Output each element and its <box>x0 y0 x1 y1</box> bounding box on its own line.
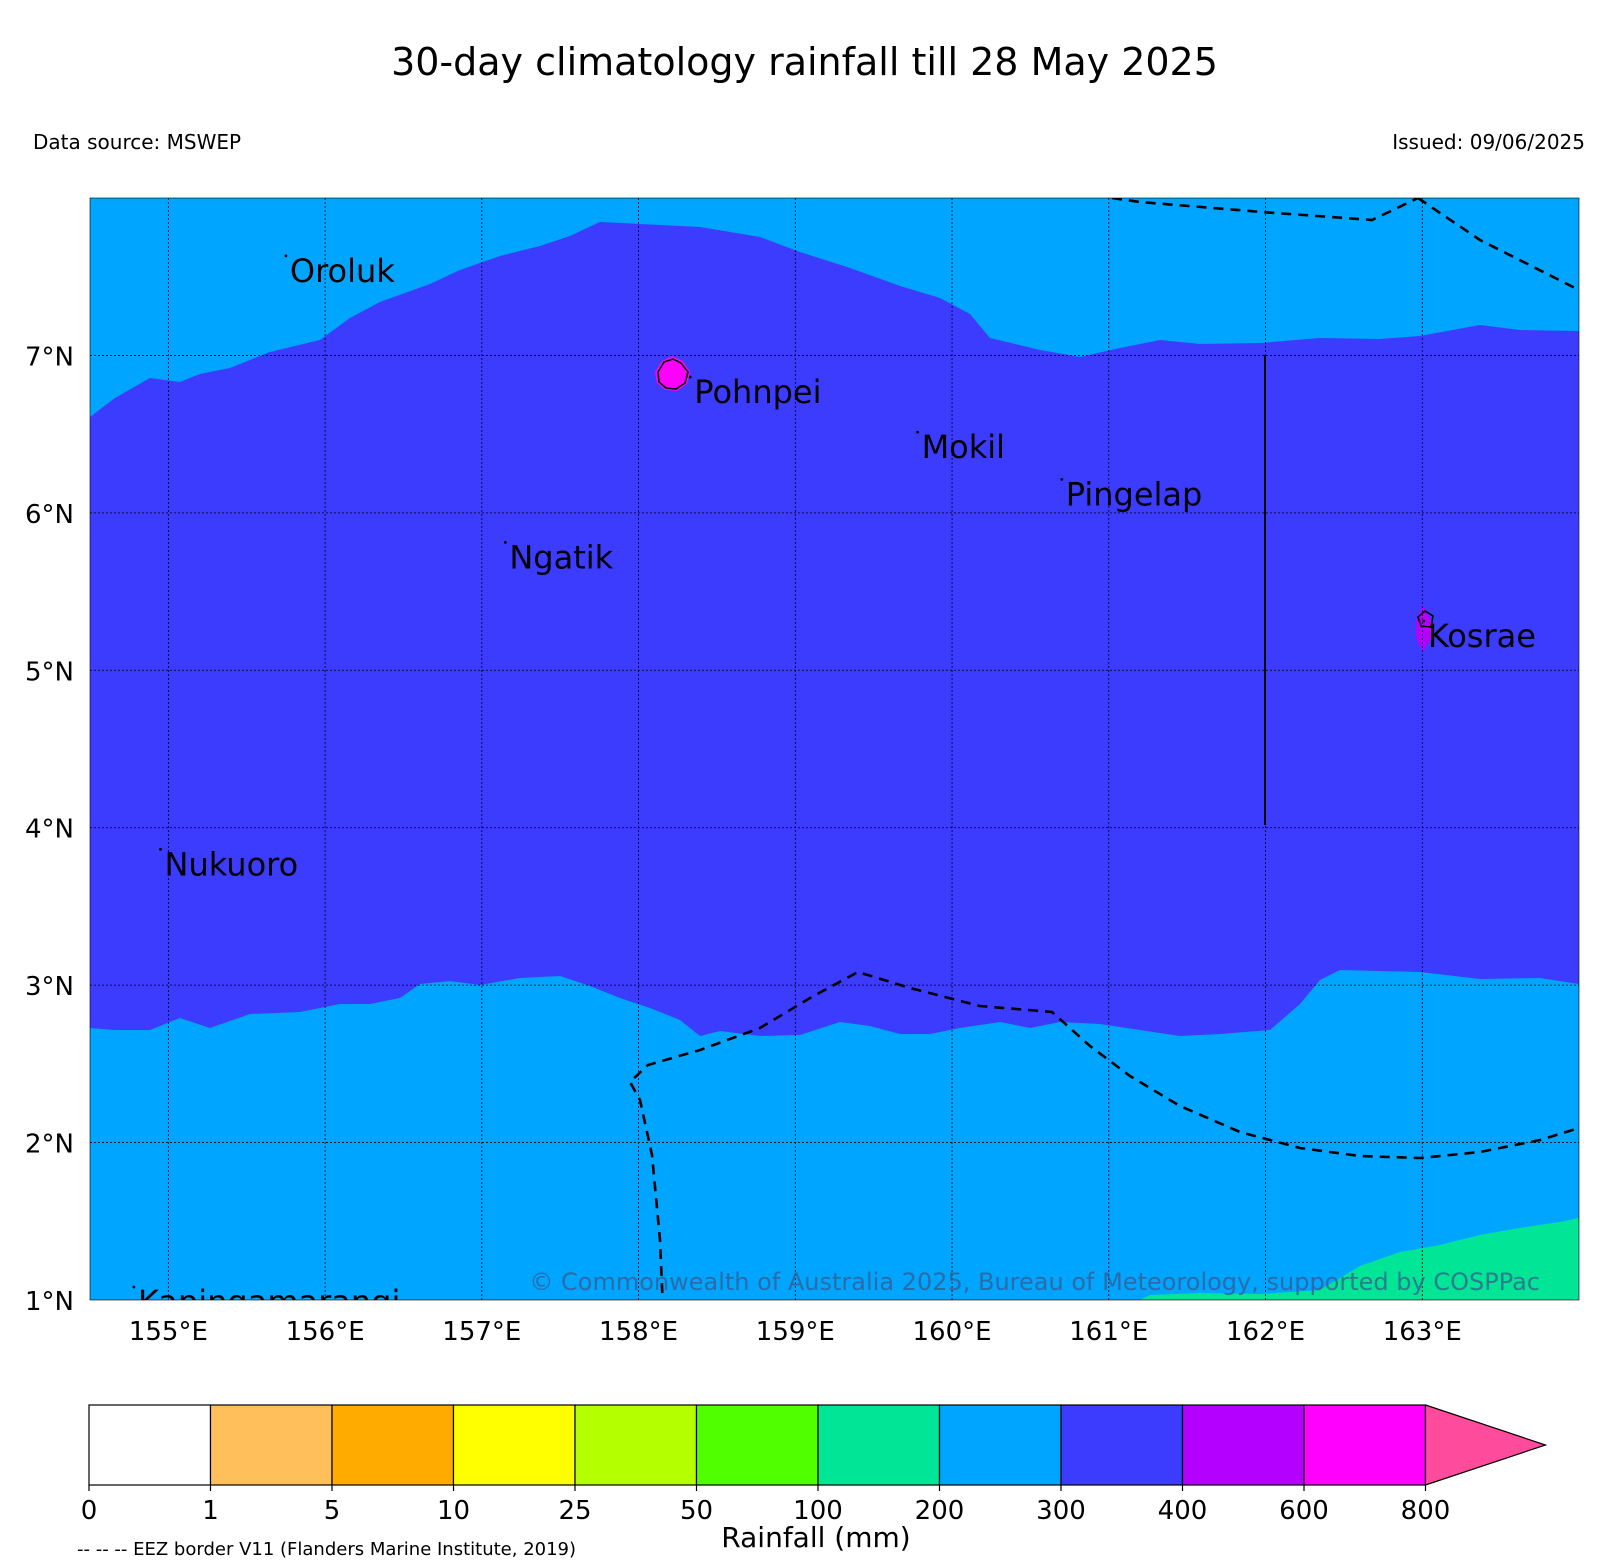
colorbar-tick-label: 200 <box>915 1496 965 1526</box>
colorbar-tick-label: 300 <box>1036 1496 1086 1526</box>
colorbar-segment <box>1181 1404 1305 1486</box>
eez-borders <box>628 198 1579 1300</box>
colorbar-segment <box>1060 1404 1184 1486</box>
latitude-tick-label: 6°N <box>25 500 74 530</box>
longitude-tick-label: 159°E <box>756 1317 835 1347</box>
colorbar-tick-label: 400 <box>1158 1496 1208 1526</box>
latitude-tick-label: 7°N <box>25 342 74 372</box>
colorbar-segment <box>452 1404 576 1486</box>
rainfall-hotspot-pohnpei <box>655 356 690 391</box>
place-label: Oroluk <box>290 252 395 290</box>
place-marker <box>132 1285 136 1289</box>
place-marker <box>503 540 507 544</box>
colorbar-extend-arrow <box>1424 1404 1548 1486</box>
eez-border-south <box>628 970 1579 1300</box>
longitude-tick-label: 160°E <box>913 1317 992 1347</box>
latitude-tick-label: 3°N <box>25 972 74 1002</box>
map-area: Oroluk Pohnpei Mokil Pingelap Ngatik Kosrae Nu… <box>90 198 1579 1321</box>
place-marker <box>1060 477 1064 481</box>
colorbar-tick-label: 50 <box>680 1496 713 1526</box>
colorbar-segment <box>817 1404 941 1486</box>
longitude-labels: 155°E 156°E 157°E 158°E 159°E 160°E 161°E 162°E… <box>129 1317 1462 1347</box>
longitude-tick-label: 155°E <box>129 1317 208 1347</box>
colorbar-tick-label: 600 <box>1279 1496 1329 1526</box>
latitude-labels: 1°N 2°N 3°N 4°N 5°N 6°N 7°N <box>25 342 74 1317</box>
colorbar-tick-label: 1 <box>202 1496 219 1526</box>
rainfall-band-300-400 <box>90 222 1579 1036</box>
pohnpei-outline <box>657 358 689 390</box>
place-label: Pohnpei <box>694 373 821 411</box>
place-marker <box>916 430 919 434</box>
longitude-tick-label: 156°E <box>286 1317 365 1347</box>
rainfall-band-100-200 <box>1140 1218 1579 1300</box>
colorbar-segment <box>695 1404 819 1486</box>
latitude-tick-label: 1°N <box>25 1287 74 1317</box>
colorbar-segment <box>331 1404 455 1486</box>
map-frame <box>89 197 1580 1301</box>
place-label: Pingelap <box>1066 475 1203 513</box>
kosrae-outline <box>1417 610 1434 628</box>
colorbar-segment <box>938 1404 1062 1486</box>
longitude-tick-label: 162°E <box>1226 1317 1305 1347</box>
place-marker <box>284 254 288 258</box>
colorbar-tick-label: 25 <box>558 1496 591 1526</box>
place-label: Nukuoro <box>165 845 299 883</box>
eez-border-north <box>1111 198 1419 222</box>
colorbar-segment <box>1303 1404 1427 1486</box>
latitude-tick-label: 5°N <box>25 657 74 687</box>
place-marker <box>159 847 162 851</box>
place-label: Mokil <box>922 428 1006 466</box>
latitude-tick-label: 4°N <box>25 815 74 845</box>
colorbar-label: Rainfall (mm) <box>721 1521 910 1554</box>
place-label: Kosrae <box>1428 617 1536 655</box>
latitude-tick-label: 2°N <box>25 1130 74 1160</box>
place-label: Ngatik <box>509 538 613 576</box>
longitude-tick-label: 157°E <box>442 1317 521 1347</box>
issued-date-label: Issued: 09/06/2025 <box>1392 130 1585 154</box>
colorbar-tick-label: 10 <box>437 1496 470 1526</box>
colorbar: 0 1 5 10 25 50 100 200 300 400 600 800 <box>81 1404 1548 1526</box>
data-source-label: Data source: MSWEP <box>33 130 242 154</box>
longitude-tick-label: 158°E <box>599 1317 678 1347</box>
place-marker <box>688 375 692 379</box>
colorbar-tick-label: 0 <box>81 1496 98 1526</box>
eez-legend-note: -- -- -- EEZ border V11 (Flanders Marine… <box>77 1539 577 1560</box>
colorbar-tick-label: 100 <box>793 1496 843 1526</box>
eez-border-northeast <box>1417 198 1579 292</box>
longitude-tick-label: 163°E <box>1383 1317 1462 1347</box>
place-marker <box>1422 619 1426 623</box>
colorbar-segment <box>88 1404 212 1486</box>
place-label: Kapingamarangi <box>138 1283 400 1321</box>
map-title: 30-day climatology rainfall till 28 May … <box>391 40 1218 84</box>
colorbar-tick-label: 5 <box>324 1496 341 1526</box>
copyright-notice: © Commonwealth of Australia 2025, Bureau… <box>529 1268 1540 1296</box>
colorbar-tick-label: 800 <box>1401 1496 1451 1526</box>
rainfall-hotspot-kosrae <box>1416 605 1431 652</box>
colorbar-segment <box>574 1404 698 1486</box>
place-labels: Oroluk Pohnpei Mokil Pingelap Ngatik Kosrae Nu… <box>132 252 1536 1321</box>
colorbar-segment <box>209 1404 333 1486</box>
longitude-tick-label: 161°E <box>1069 1317 1148 1347</box>
